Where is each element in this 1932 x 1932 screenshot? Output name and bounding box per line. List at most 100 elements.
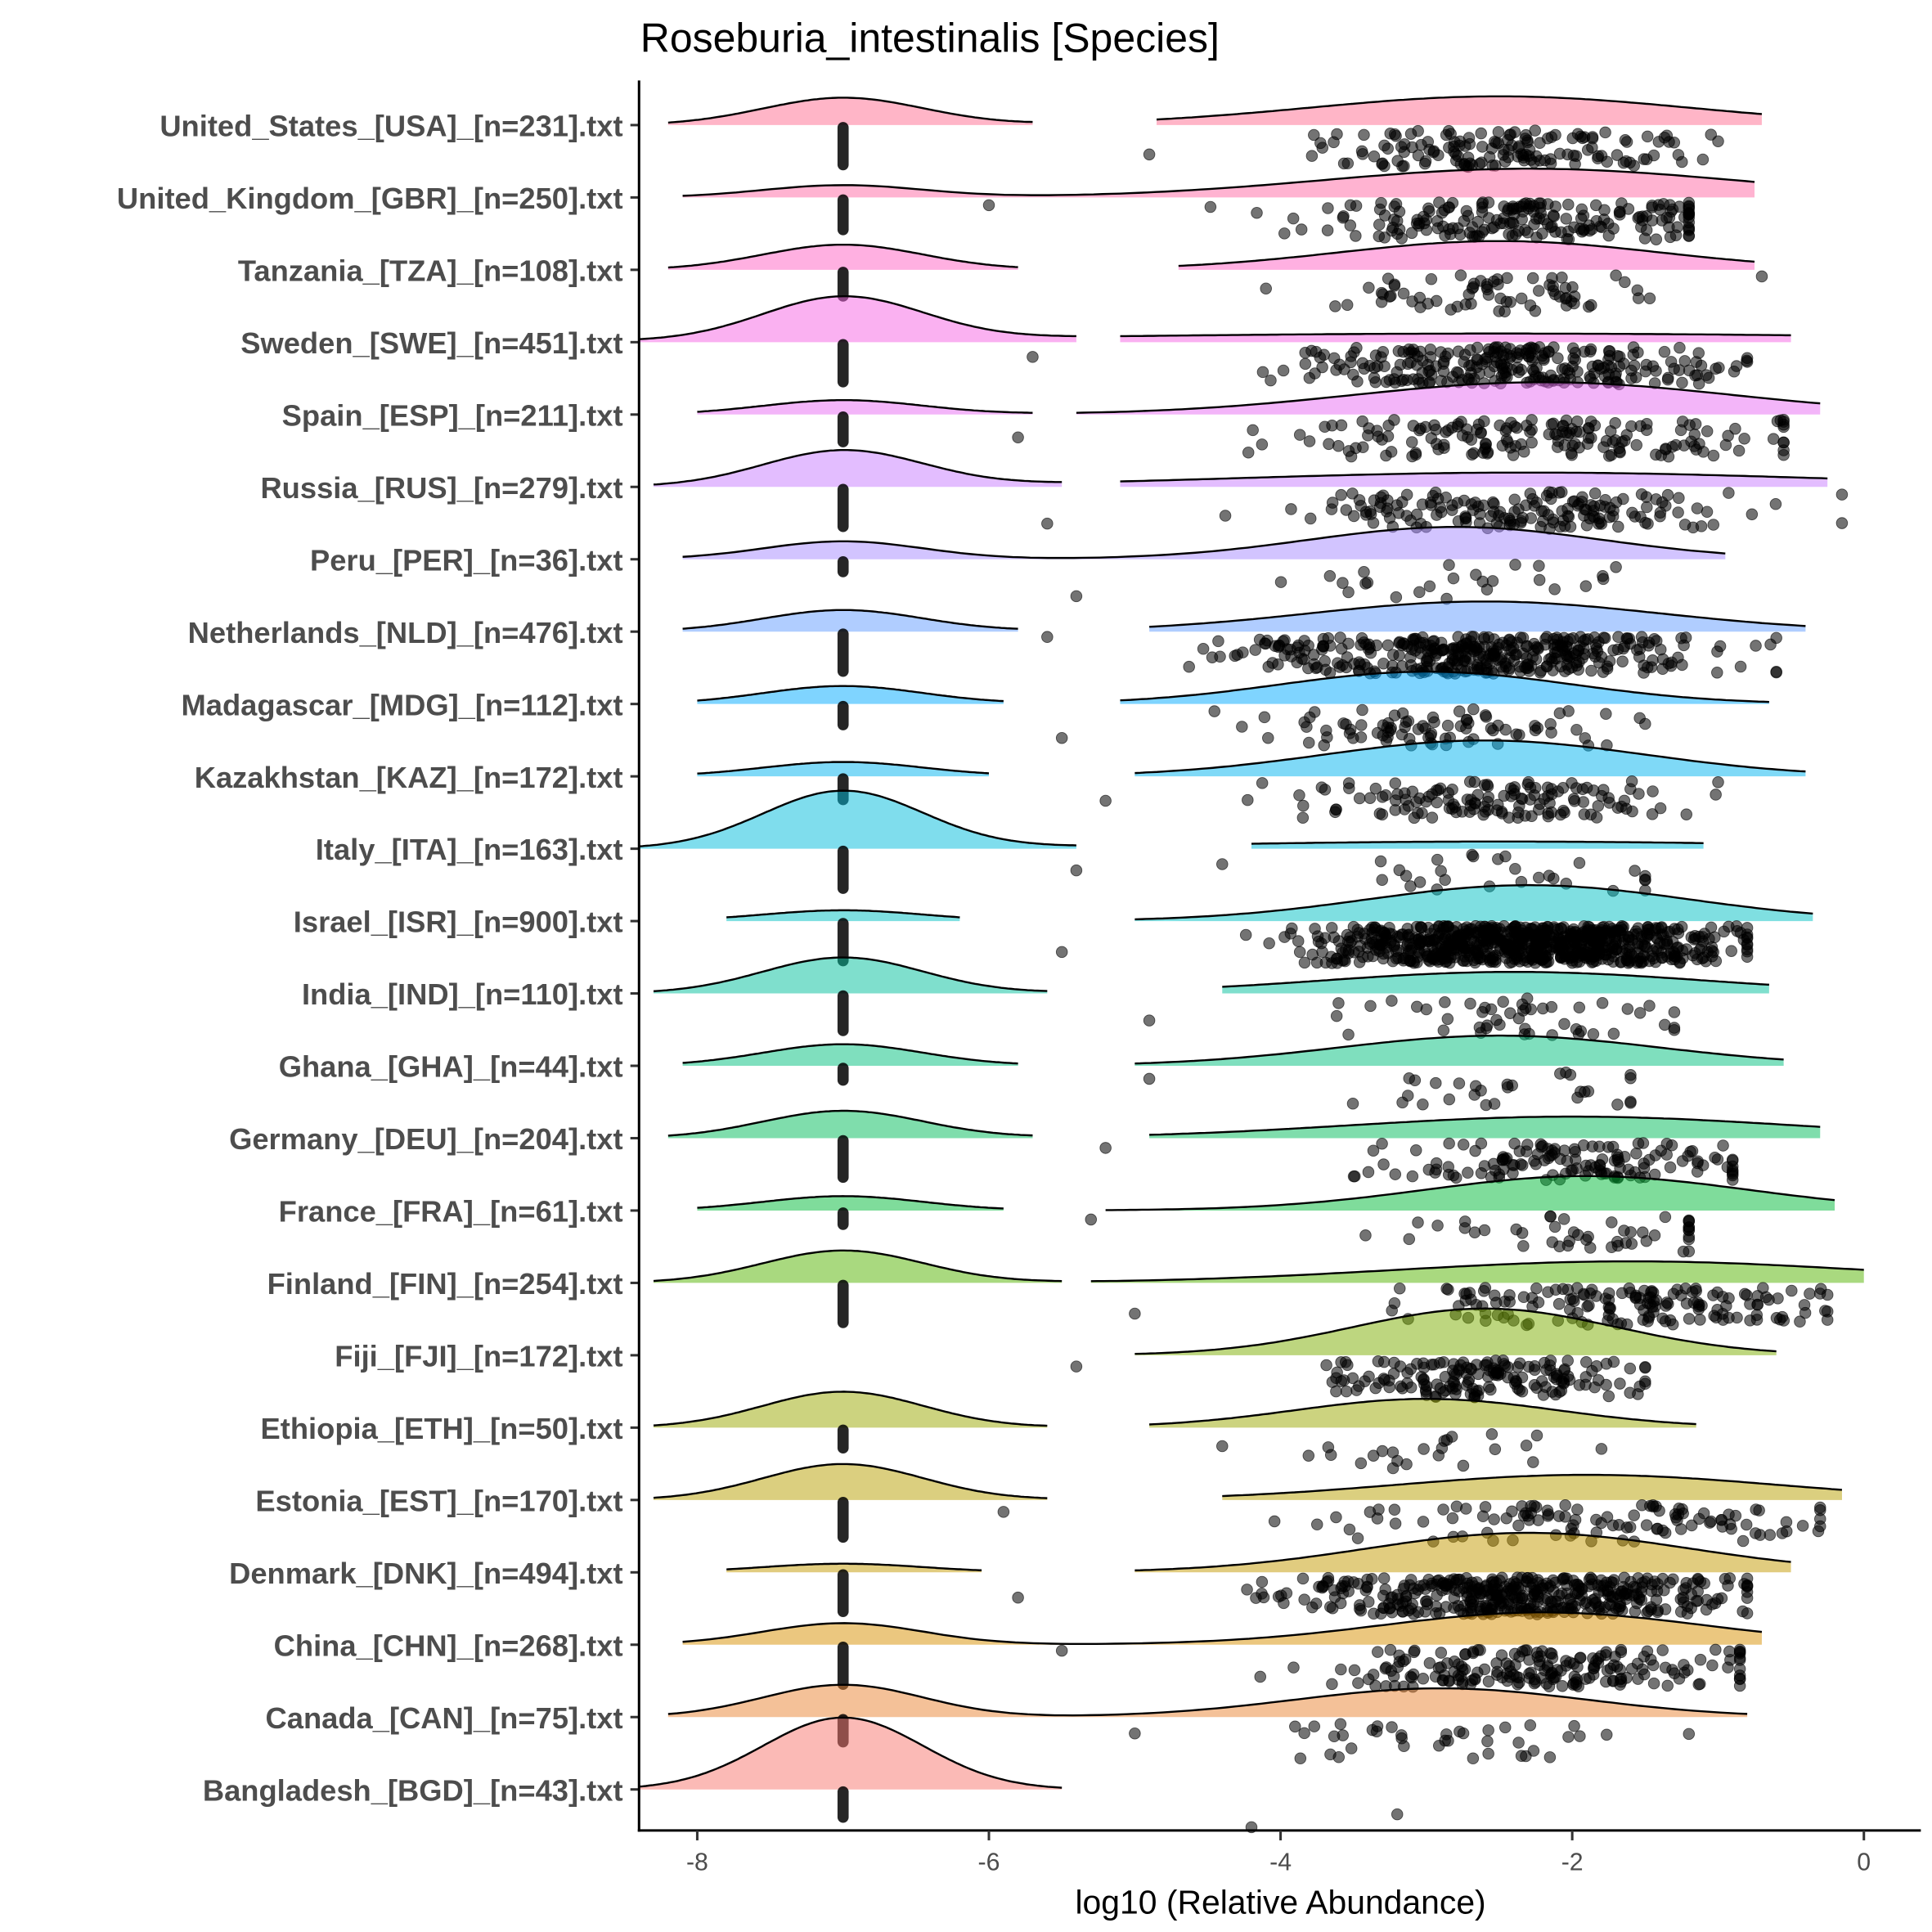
data-point bbox=[1647, 1659, 1660, 1672]
data-point bbox=[1517, 445, 1530, 458]
y-axis-label: Israel_[ISR]_[n=900].txt bbox=[294, 905, 623, 939]
data-point bbox=[1719, 1573, 1732, 1585]
density-area bbox=[667, 1684, 1748, 1718]
data-point bbox=[1665, 356, 1678, 368]
data-point bbox=[1471, 341, 1484, 354]
data-point bbox=[1303, 435, 1316, 447]
data-point bbox=[1386, 928, 1399, 941]
data-point bbox=[1475, 1137, 1488, 1150]
data-point bbox=[1552, 1297, 1566, 1310]
data-point bbox=[1477, 1285, 1490, 1297]
data-point bbox=[1419, 1384, 1432, 1396]
data-point bbox=[1319, 420, 1331, 434]
data-point bbox=[1299, 346, 1311, 359]
data-point bbox=[1630, 438, 1643, 452]
data-point bbox=[1632, 1388, 1644, 1400]
data-point bbox=[1489, 1164, 1502, 1177]
y-axis-label: Ghana_[GHA]_[n=44].txt bbox=[279, 1050, 623, 1084]
data-point bbox=[1738, 433, 1750, 445]
data-point bbox=[1616, 937, 1629, 950]
data-point bbox=[1599, 493, 1611, 506]
data-point bbox=[1277, 364, 1290, 377]
data-point bbox=[1579, 1085, 1591, 1099]
density-area bbox=[1076, 382, 1821, 415]
data-point bbox=[1446, 499, 1458, 511]
density-line bbox=[667, 97, 1033, 124]
data-point bbox=[1574, 1730, 1586, 1742]
data-point bbox=[1692, 1296, 1704, 1309]
data-point bbox=[1443, 1137, 1455, 1150]
y-axis-label: India_[IND]_[n=110].txt bbox=[302, 977, 623, 1011]
data-point bbox=[1197, 642, 1210, 655]
data-point bbox=[1268, 1515, 1281, 1528]
data-point bbox=[1471, 501, 1485, 513]
data-point bbox=[1478, 415, 1490, 428]
data-point bbox=[1500, 422, 1513, 434]
data-point bbox=[1478, 1224, 1491, 1237]
data-point bbox=[1377, 1355, 1391, 1368]
data-point bbox=[1579, 1597, 1592, 1610]
data-point bbox=[1448, 1602, 1460, 1614]
density-line bbox=[667, 243, 1018, 269]
ridge-group bbox=[639, 789, 1704, 897]
data-point bbox=[1506, 1505, 1518, 1518]
data-point bbox=[1566, 281, 1579, 294]
data-point bbox=[1427, 645, 1439, 658]
data-point bbox=[1627, 348, 1640, 361]
data-point bbox=[1408, 811, 1421, 824]
data-point bbox=[1376, 1445, 1389, 1458]
ridge-group bbox=[653, 1249, 1864, 1332]
data-point bbox=[1532, 1296, 1545, 1309]
data-point bbox=[1352, 1677, 1364, 1689]
data-point bbox=[1334, 1718, 1347, 1731]
data-point bbox=[1459, 1503, 1472, 1515]
data-point bbox=[1556, 1680, 1569, 1692]
data-point bbox=[1274, 576, 1287, 588]
data-point bbox=[1590, 811, 1603, 824]
data-point bbox=[1533, 285, 1545, 297]
data-point bbox=[1620, 1237, 1632, 1249]
density-line bbox=[1134, 739, 1806, 775]
data-point bbox=[1480, 711, 1493, 723]
y-axis-label: Ethiopia_[ETH]_[n=50].txt bbox=[261, 1412, 623, 1445]
data-point bbox=[1452, 222, 1464, 235]
data-point bbox=[1440, 920, 1453, 932]
data-point bbox=[1453, 705, 1466, 717]
data-point bbox=[1498, 143, 1510, 156]
data-point bbox=[1409, 1144, 1422, 1157]
data-point bbox=[1694, 1653, 1707, 1666]
data-point bbox=[1362, 1166, 1375, 1179]
data-point bbox=[1294, 1752, 1307, 1764]
data-point bbox=[1486, 575, 1499, 587]
data-point bbox=[1741, 946, 1754, 958]
density-line bbox=[1120, 670, 1769, 703]
y-axis-label: Denmark_[DNK]_[n=494].txt bbox=[229, 1557, 623, 1590]
data-point bbox=[1480, 583, 1494, 595]
data-point bbox=[1322, 1571, 1335, 1584]
data-point bbox=[1690, 1285, 1702, 1297]
density-area bbox=[1222, 1475, 1842, 1500]
data-point bbox=[1404, 1574, 1418, 1586]
data-point bbox=[1548, 210, 1561, 222]
data-point bbox=[1570, 1022, 1583, 1036]
data-point bbox=[1619, 1151, 1631, 1163]
data-point bbox=[1337, 717, 1350, 730]
data-point bbox=[1634, 420, 1647, 433]
data-point bbox=[1640, 491, 1653, 503]
data-point bbox=[1488, 497, 1500, 510]
data-point bbox=[1432, 784, 1445, 797]
data-point bbox=[1658, 345, 1671, 358]
data-point bbox=[1478, 801, 1490, 813]
data-point bbox=[1546, 1144, 1558, 1157]
data-point bbox=[1723, 487, 1735, 499]
data-point bbox=[1453, 1364, 1466, 1377]
data-point bbox=[1382, 142, 1394, 155]
data-point bbox=[1623, 632, 1636, 645]
data-point bbox=[1404, 651, 1417, 663]
data-point bbox=[1835, 517, 1849, 529]
data-point bbox=[1732, 444, 1746, 457]
data-point bbox=[1722, 1661, 1734, 1674]
data-point bbox=[1437, 1503, 1449, 1516]
data-point bbox=[1537, 1582, 1549, 1594]
data-point bbox=[1683, 1728, 1696, 1741]
